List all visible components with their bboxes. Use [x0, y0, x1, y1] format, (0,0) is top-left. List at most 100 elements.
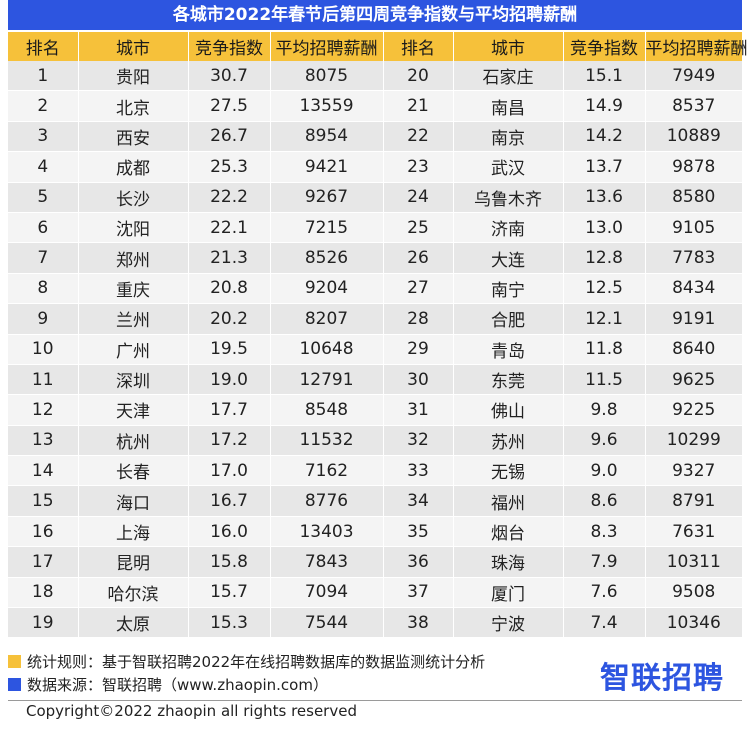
salary-cell-left: 9421 [270, 151, 384, 183]
salary-cell-right: 8640 [645, 334, 742, 365]
salary-cell-left: 11532 [270, 425, 384, 457]
index-cell-left: 22.1 [188, 212, 271, 244]
rank-cell-right: 37 [383, 577, 454, 609]
header-salary-left: 平均招聘薪酬 [270, 32, 384, 61]
city-cell-right: 南昌 [453, 90, 564, 122]
salary-cell-left: 7843 [270, 546, 384, 578]
salary-cell-right: 9878 [645, 151, 742, 183]
table-row: 2 北京 27.5 13559 21 南昌 14.9 8537 [8, 90, 742, 122]
city-cell-right: 苏州 [453, 425, 564, 457]
salary-cell-right: 10346 [645, 607, 742, 639]
salary-cell-right: 9508 [645, 577, 742, 609]
rank-cell-right: 21 [383, 90, 454, 122]
salary-cell-right: 10889 [645, 121, 742, 153]
city-cell-right: 无锡 [453, 455, 564, 487]
city-cell-left: 成都 [78, 151, 189, 183]
city-cell-right: 大连 [453, 242, 564, 274]
rank-cell-left: 1 [8, 61, 79, 92]
salary-cell-right: 10299 [645, 425, 742, 457]
salary-cell-right: 8537 [645, 90, 742, 122]
salary-cell-left: 7094 [270, 577, 384, 609]
header-index-left: 竞争指数 [188, 32, 271, 61]
salary-cell-left: 13559 [270, 90, 384, 122]
city-cell-left: 海口 [78, 485, 189, 517]
salary-cell-left: 8207 [270, 303, 384, 335]
rank-cell-right: 24 [383, 182, 454, 213]
index-cell-right: 12.1 [563, 303, 646, 335]
rank-cell-left: 17 [8, 546, 79, 578]
salary-cell-left: 9204 [270, 273, 384, 305]
rank-cell-right: 33 [383, 455, 454, 487]
city-cell-right: 烟台 [453, 516, 564, 548]
index-cell-right: 12.5 [563, 273, 646, 305]
rank-cell-left: 16 [8, 516, 79, 548]
copyright-text: Copyright©2022 zhaopin all rights reserv… [26, 702, 357, 720]
rank-cell-right: 20 [383, 61, 454, 92]
index-cell-right: 9.6 [563, 425, 646, 457]
salary-cell-right: 9225 [645, 394, 742, 426]
city-cell-right: 珠海 [453, 546, 564, 578]
ranking-table: 排名 城市 竞争指数 平均招聘薪酬 排名 城市 竞争指数 平均招聘薪酬 1 贵阳 3… [8, 32, 748, 639]
salary-cell-left: 8526 [270, 242, 384, 274]
rank-cell-left: 13 [8, 425, 79, 457]
table-row: 3 西安 26.7 8954 22 南京 14.2 10889 [8, 121, 742, 153]
city-cell-right: 石家庄 [453, 61, 564, 92]
index-cell-right: 13.6 [563, 182, 646, 213]
rank-cell-left: 3 [8, 121, 79, 153]
salary-cell-right: 8791 [645, 485, 742, 517]
salary-cell-left: 9267 [270, 182, 384, 213]
city-cell-right: 宁波 [453, 607, 564, 639]
rank-cell-left: 15 [8, 485, 79, 517]
table-row: 13 杭州 17.2 11532 32 苏州 9.6 10299 [8, 425, 742, 457]
index-cell-left: 17.2 [188, 425, 271, 457]
index-cell-left: 22.2 [188, 182, 271, 213]
city-cell-right: 东莞 [453, 364, 564, 396]
index-cell-left: 15.7 [188, 577, 271, 609]
salary-cell-left: 7544 [270, 607, 384, 639]
city-cell-right: 福州 [453, 485, 564, 517]
rank-cell-right: 26 [383, 242, 454, 274]
index-cell-left: 20.2 [188, 303, 271, 335]
index-cell-right: 11.8 [563, 334, 646, 365]
table-row: 17 昆明 15.8 7843 36 珠海 7.9 10311 [8, 546, 742, 578]
rank-cell-left: 6 [8, 212, 79, 244]
footer-divider [8, 700, 742, 701]
table-row: 9 兰州 20.2 8207 28 合肥 12.1 9191 [8, 303, 742, 335]
index-cell-left: 15.3 [188, 607, 271, 639]
index-cell-left: 16.7 [188, 485, 271, 517]
rank-cell-right: 31 [383, 394, 454, 426]
footnotes: 统计规则：基于智联招聘2022年在线招聘数据库的数据监测统计分析 数据来源：智联… [8, 650, 485, 696]
city-cell-left: 哈尔滨 [78, 577, 189, 609]
salary-cell-left: 13403 [270, 516, 384, 548]
note-rule-text: 统计规则：基于智联招聘2022年在线招聘数据库的数据监测统计分析 [27, 653, 486, 671]
header-rank-left: 排名 [8, 32, 79, 61]
index-cell-left: 15.8 [188, 546, 271, 578]
index-cell-left: 25.3 [188, 151, 271, 183]
header-city-left: 城市 [78, 32, 189, 61]
table-header-row: 排名 城市 竞争指数 平均招聘薪酬 排名 城市 竞争指数 平均招聘薪酬 [8, 32, 748, 61]
index-cell-right: 15.1 [563, 61, 646, 92]
index-cell-right: 8.3 [563, 516, 646, 548]
table-row: 12 天津 17.7 8548 31 佛山 9.8 9225 [8, 394, 742, 426]
header-salary-right: 平均招聘薪酬 [645, 32, 748, 61]
city-cell-right: 南宁 [453, 273, 564, 305]
rank-cell-left: 18 [8, 577, 79, 609]
city-cell-left: 天津 [78, 394, 189, 426]
rank-cell-right: 34 [383, 485, 454, 517]
city-cell-right: 佛山 [453, 394, 564, 426]
index-cell-left: 17.7 [188, 394, 271, 426]
index-cell-right: 9.8 [563, 394, 646, 426]
index-cell-right: 11.5 [563, 364, 646, 396]
rank-cell-right: 22 [383, 121, 454, 153]
rank-cell-left: 8 [8, 273, 79, 305]
zhaopin-logo: 智联招聘 [600, 661, 724, 696]
table-row: 18 哈尔滨 15.7 7094 37 厦门 7.6 9508 [8, 577, 742, 609]
index-cell-left: 27.5 [188, 90, 271, 122]
yellow-square-icon [8, 655, 21, 668]
salary-cell-left: 8954 [270, 121, 384, 153]
index-cell-left: 26.7 [188, 121, 271, 153]
salary-cell-right: 9625 [645, 364, 742, 396]
index-cell-right: 14.2 [563, 121, 646, 153]
table-row: 7 郑州 21.3 8526 26 大连 12.8 7783 [8, 242, 742, 274]
